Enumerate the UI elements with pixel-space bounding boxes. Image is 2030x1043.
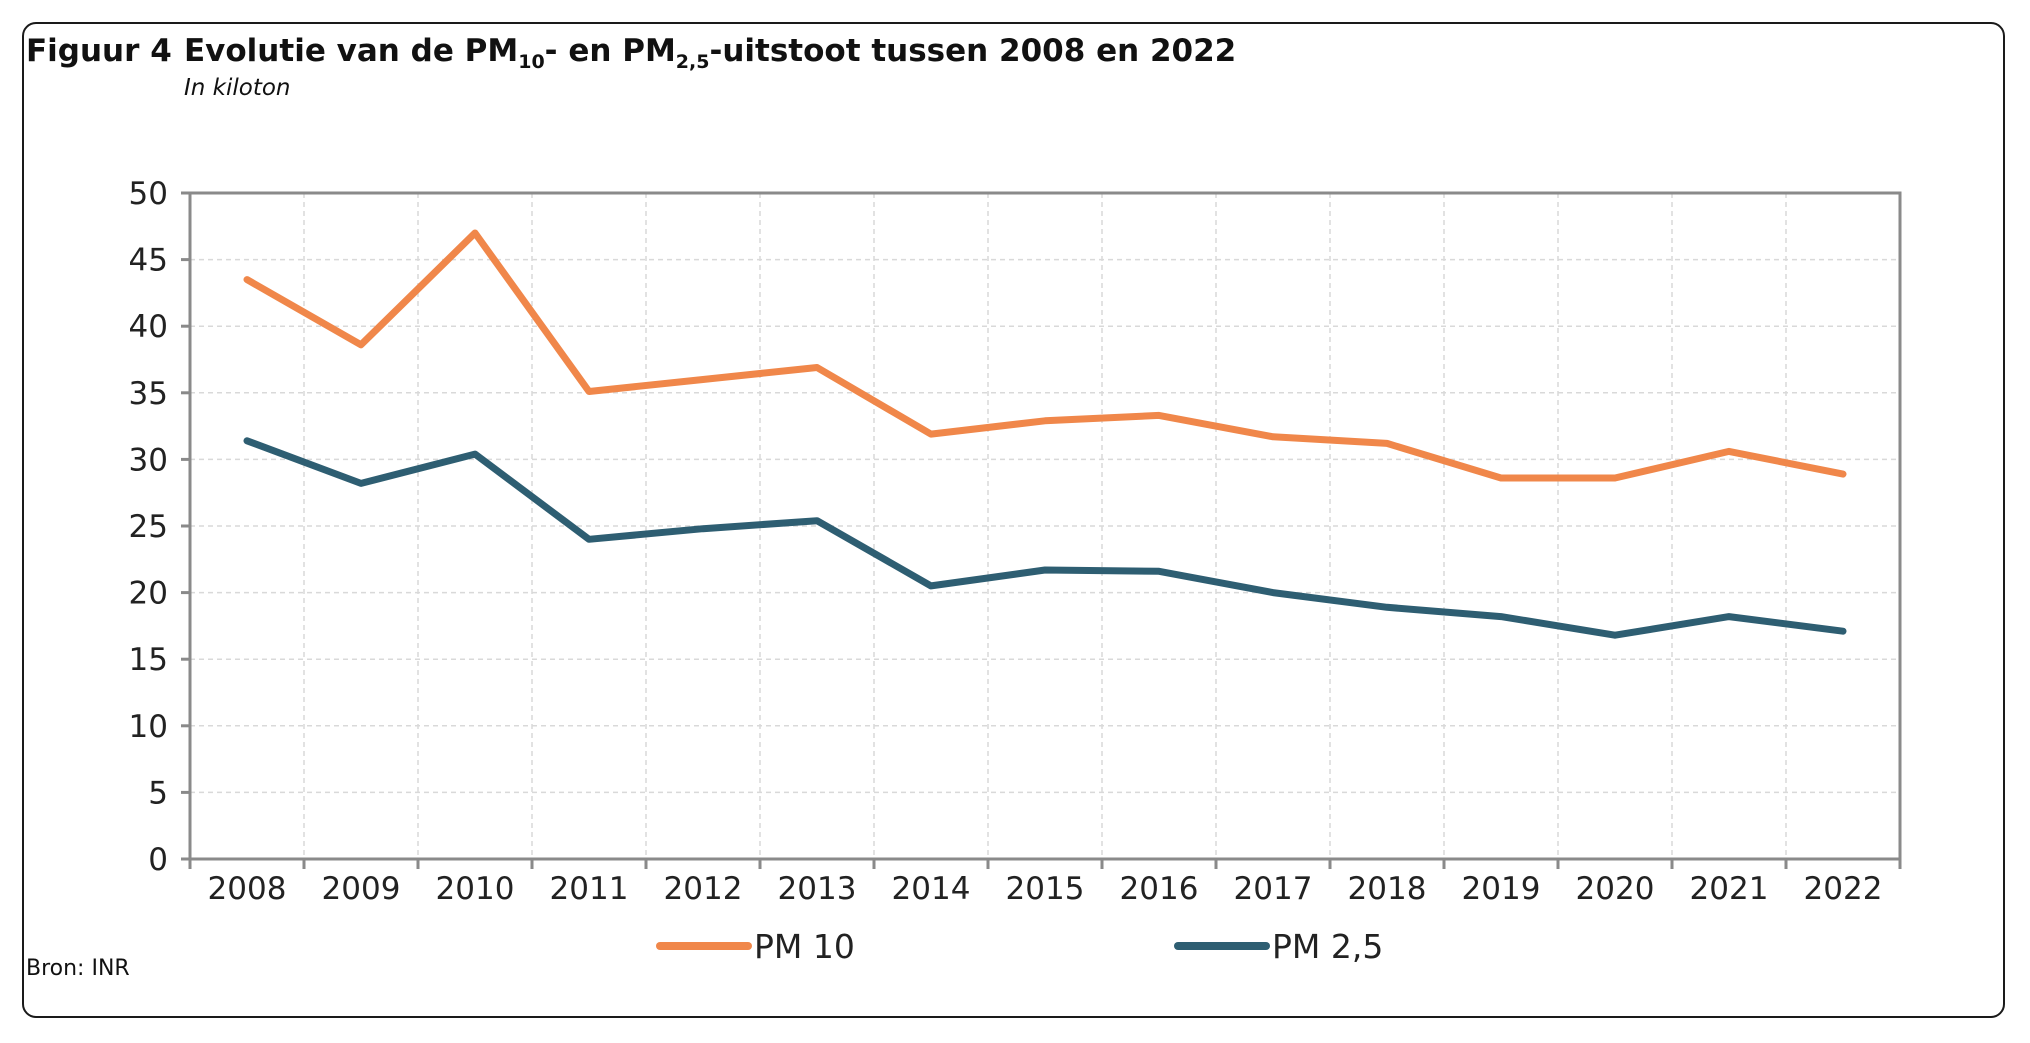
x-tick-label: 2010 bbox=[436, 871, 515, 907]
x-tick-label: 2011 bbox=[550, 871, 629, 907]
x-tick-label: 2016 bbox=[1120, 871, 1199, 907]
series-line-pm10 bbox=[243, 229, 1847, 482]
y-tick-label: 35 bbox=[129, 376, 168, 412]
chart-grid bbox=[190, 192, 1900, 859]
title-part: Evolutie van de PM bbox=[184, 33, 519, 69]
x-tick-label: 2019 bbox=[1462, 871, 1541, 907]
figure-subtitle: In kiloton bbox=[184, 75, 291, 101]
x-tick-label: 2008 bbox=[208, 871, 287, 907]
x-tick-label: 2021 bbox=[1690, 871, 1769, 907]
y-tick-label: 15 bbox=[129, 642, 168, 678]
x-tick-label: 2018 bbox=[1348, 871, 1427, 907]
y-tick-label: 30 bbox=[129, 442, 168, 478]
y-tick-label: 50 bbox=[129, 176, 168, 212]
title-subscript-pm10: 10 bbox=[518, 51, 545, 74]
chart-legend: PM 10 PM 2,5 bbox=[656, 927, 1383, 966]
y-tick-label: 40 bbox=[129, 309, 168, 345]
x-tick-label: 2014 bbox=[892, 871, 971, 907]
y-tick-label: 10 bbox=[129, 709, 168, 745]
series-line-pm25 bbox=[243, 437, 1847, 639]
legend-label: PM 10 bbox=[754, 927, 855, 966]
source-note: Bron: INR bbox=[26, 956, 130, 981]
figure-label: Figuur 4 bbox=[26, 33, 172, 69]
y-tick-label: 0 bbox=[148, 842, 168, 878]
x-tick-label: 2009 bbox=[322, 871, 401, 907]
x-tick-label: 2017 bbox=[1234, 871, 1313, 907]
x-tick-label: 2013 bbox=[778, 871, 857, 907]
figure-title: Figuur 4 Evolutie van de PM10- en PM2,5-u… bbox=[26, 33, 1236, 73]
x-tick-label: 2022 bbox=[1804, 871, 1883, 907]
figure-title-text: Evolutie van de PM10- en PM2,5-uitstoot … bbox=[184, 33, 1237, 73]
figure-frame bbox=[22, 22, 2005, 1018]
y-tick-label: 5 bbox=[148, 775, 168, 811]
x-tick-label: 2015 bbox=[1006, 871, 1085, 907]
title-subscript-pm25: 2,5 bbox=[675, 51, 710, 74]
x-tick-label: 2020 bbox=[1576, 871, 1655, 907]
chart-series bbox=[243, 229, 1847, 639]
y-tick-label: 25 bbox=[129, 509, 168, 545]
x-tick-label: 2012 bbox=[664, 871, 743, 907]
legend-label: PM 2,5 bbox=[1272, 927, 1383, 966]
title-part: - en PM bbox=[544, 33, 676, 69]
chart-axes: 0 5 10 15 20 25 30 35 40 45 50 2008 2009 2010 2011 2012… bbox=[129, 176, 1902, 907]
title-part: -uitstoot tussen 2008 en 2022 bbox=[709, 33, 1237, 69]
y-tick-label: 20 bbox=[129, 576, 168, 612]
y-tick-label: 45 bbox=[129, 243, 168, 279]
